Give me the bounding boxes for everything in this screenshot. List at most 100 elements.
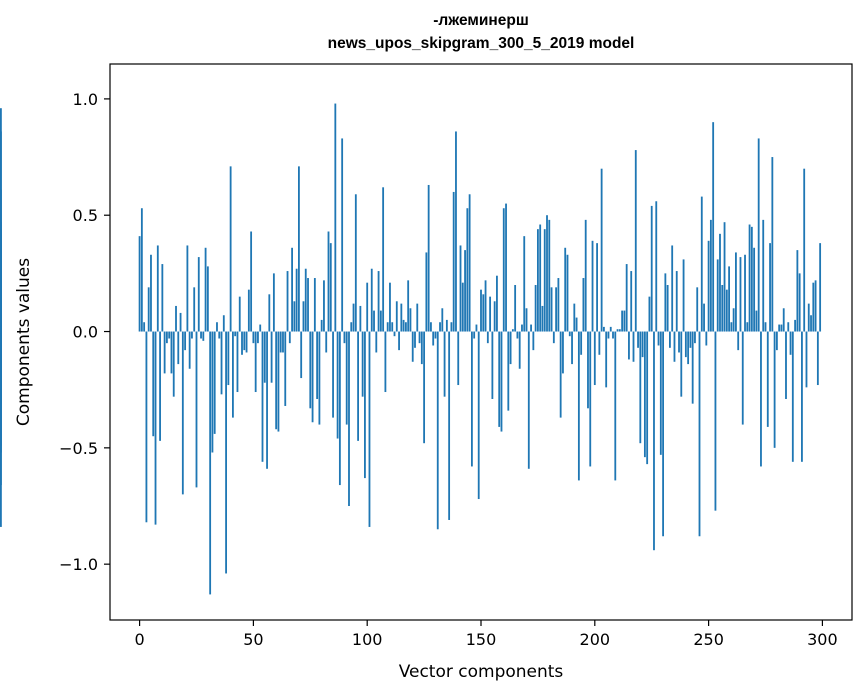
bar [755, 310, 758, 332]
x-tick-label: 200 [580, 630, 611, 649]
bar [154, 331, 157, 525]
bar [600, 168, 603, 332]
bar [703, 303, 705, 332]
bar [812, 282, 815, 332]
bar [518, 331, 521, 369]
bar [373, 310, 375, 332]
bar [682, 259, 685, 332]
bar [316, 331, 319, 399]
bar [318, 331, 321, 425]
bar [277, 331, 280, 432]
bar [152, 331, 155, 437]
bar [803, 168, 806, 332]
bar [566, 254, 569, 332]
bar [206, 266, 209, 332]
bar [775, 331, 778, 351]
bar [147, 287, 150, 332]
bar [250, 231, 253, 332]
x-tick-label: 0 [134, 630, 144, 649]
x-axis: 0 50 100 150 200 250 300 [134, 620, 838, 649]
bar [0, 331, 2, 527]
bar [596, 243, 598, 332]
bar [523, 236, 526, 332]
bar [805, 331, 808, 388]
bar [773, 331, 776, 448]
bar [559, 331, 562, 418]
bar [782, 308, 785, 332]
bar [218, 331, 221, 339]
bar [666, 285, 669, 332]
bar [350, 322, 353, 332]
bar [434, 331, 437, 339]
bar [398, 331, 400, 351]
bar [632, 331, 635, 362]
bar [325, 331, 328, 353]
bar [286, 271, 289, 332]
bar [707, 240, 710, 332]
bar [780, 324, 783, 332]
x-tick-label: 100 [352, 630, 383, 649]
bar [534, 285, 537, 332]
bar [352, 303, 355, 332]
bar [473, 331, 476, 339]
bar [527, 331, 530, 469]
bar [307, 278, 309, 332]
bar [609, 326, 612, 332]
bar [735, 252, 737, 332]
bar [216, 322, 218, 332]
bar [345, 331, 348, 425]
bar [623, 310, 626, 332]
bar [714, 331, 717, 511]
bar [628, 331, 630, 360]
bar [748, 224, 751, 332]
bar [425, 252, 428, 332]
bar [618, 329, 621, 332]
bar [418, 331, 421, 344]
bar [293, 301, 296, 332]
bar [521, 324, 523, 332]
bar [459, 245, 462, 332]
bar [532, 331, 535, 351]
bar [700, 196, 703, 332]
bar [498, 331, 501, 427]
bar [0, 229, 2, 332]
bar [304, 268, 307, 332]
bar [209, 331, 212, 595]
bar [778, 324, 781, 332]
bar [432, 331, 435, 346]
bar [439, 322, 441, 332]
bar [200, 331, 202, 339]
bar [161, 264, 164, 332]
bar [150, 254, 152, 332]
bar [575, 317, 578, 332]
bar [341, 138, 344, 332]
bar [282, 331, 284, 353]
bar [757, 138, 760, 332]
bar [377, 271, 380, 332]
bar [643, 331, 646, 458]
bar [0, 329, 2, 332]
bar [409, 308, 412, 332]
bar [370, 268, 373, 332]
y-tick-label: −1.0 [59, 555, 98, 574]
bar [284, 331, 287, 406]
chart-title-line-1: -лжеминерш [433, 12, 529, 29]
bar [143, 322, 146, 332]
bar [687, 331, 690, 365]
bar [204, 247, 207, 332]
bar [725, 289, 728, 332]
bar [580, 331, 583, 355]
bar [138, 236, 141, 332]
bar [225, 331, 227, 574]
bar [393, 331, 396, 337]
bar [787, 322, 790, 332]
bar [252, 331, 255, 344]
bar [730, 322, 733, 332]
bar [769, 243, 771, 332]
bar [382, 187, 385, 332]
bar [491, 331, 494, 399]
bar [140, 208, 143, 332]
bar [279, 331, 282, 353]
bar [625, 264, 628, 332]
bar [634, 150, 637, 332]
